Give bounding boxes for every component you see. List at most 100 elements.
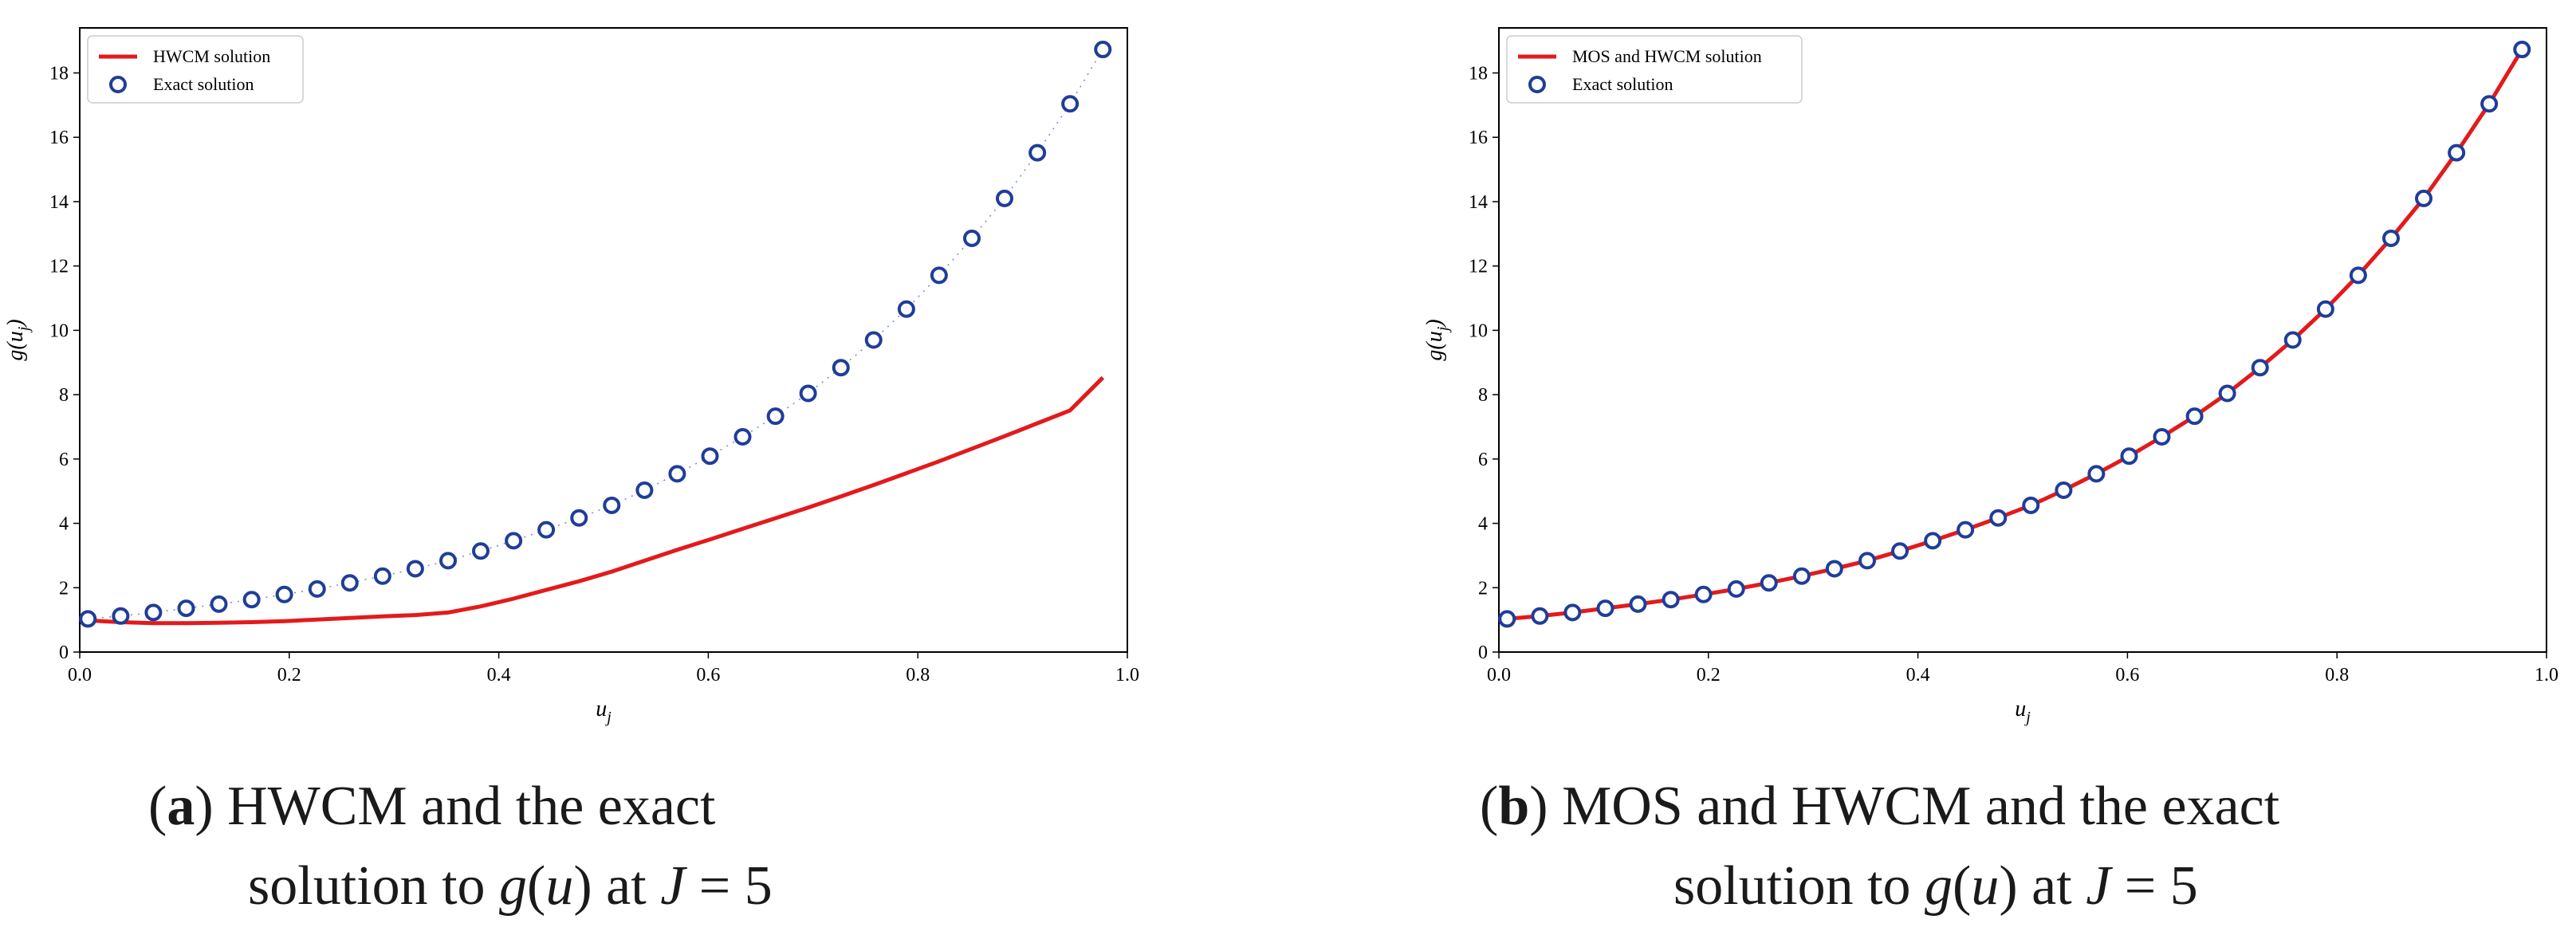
data-point (2055, 481, 2073, 499)
data-point (1531, 607, 1549, 625)
y-tick-label: 18 (49, 64, 69, 84)
data-point (1629, 595, 1647, 613)
series-1 (88, 375, 1105, 626)
series-2 (79, 41, 1112, 628)
caption-b: (b) MOS and HWCM and the exact solution … (1480, 776, 2280, 917)
caption-a-at: at (592, 855, 661, 917)
data-point (2251, 359, 2269, 377)
data-point (2218, 384, 2236, 403)
x-tick-label: 0.0 (68, 665, 92, 686)
data-point (799, 384, 817, 403)
legend-box (87, 35, 304, 104)
y-tick-label: 8 (59, 385, 69, 406)
x-tick-label: 0.4 (1906, 665, 1930, 686)
x-tick-label: 0.6 (2115, 665, 2139, 686)
legend-box (1506, 35, 1803, 104)
series-1 (1506, 48, 2524, 621)
caption-a-eq: = 5 (685, 855, 773, 917)
data-point (537, 521, 556, 539)
chart-a: 0.0 0.2 0.4 0.6 0.8 1.0 0 2 4 6 8 10 12 14 16 18 uj g(uj)… (3, 27, 1139, 726)
x-tick-label: 0.6 (696, 665, 720, 686)
data-point (1727, 580, 1745, 598)
caption-a-paren-open: ( (527, 855, 546, 917)
data-point (897, 300, 915, 318)
data-point (2316, 300, 2334, 318)
data-point (995, 189, 1013, 207)
y-tick-label: 14 (49, 192, 69, 213)
data-point (242, 591, 261, 609)
caption-b-math-u: u (1971, 855, 2000, 917)
x-tick-label: 0.8 (906, 665, 930, 686)
data-point (505, 532, 523, 550)
caption-b-letter: b (1498, 776, 1530, 837)
caption-a-paren-close: ) (573, 855, 592, 917)
caption-b-paren-open: ( (1953, 855, 1972, 917)
data-point (2448, 143, 2466, 162)
caption-a-math-g: g (499, 855, 528, 917)
data-point (1596, 599, 1614, 618)
y-tick-label: 12 (49, 257, 69, 277)
legend-label: MOS and HWCM solution (1572, 46, 1762, 66)
data-point (2087, 465, 2106, 483)
data-point (2349, 266, 2367, 285)
x-axis-label: uj (596, 697, 612, 726)
legend-label: Exact solution (1572, 74, 1673, 94)
data-point (701, 447, 719, 466)
data-point (177, 599, 195, 618)
data-point (2185, 407, 2204, 426)
data-point (832, 359, 850, 377)
series-line (88, 375, 1105, 626)
caption-b-paren-close: ) (1999, 855, 2018, 917)
data-point (1498, 610, 1516, 628)
chart-b: 0.0 0.2 0.4 0.6 0.8 1.0 0 2 4 6 8 10 12 14 16 18 uj g(uj)… (1422, 27, 2558, 726)
caption-a-line1: HWCM and the exact (213, 776, 716, 837)
legend: HWCM solution Exact solution (87, 35, 304, 104)
data-point (2120, 447, 2138, 466)
y-tick-label: 16 (49, 128, 69, 148)
data-point (2414, 189, 2432, 207)
data-point (1957, 521, 1975, 539)
data-point (1924, 532, 1942, 550)
data-point (1792, 567, 1811, 585)
x-tick-label: 1.0 (1115, 665, 1139, 686)
y-tick-label: 8 (1478, 385, 1488, 406)
caption-a: (a) HWCM and the exact solution to g(u) … (148, 776, 773, 917)
series-dotted-line (88, 49, 1103, 620)
y-tick-label: 18 (1469, 64, 1488, 84)
data-point (766, 407, 785, 426)
x-tick-label: 0.8 (2325, 665, 2349, 686)
x-tick-label: 0.2 (1697, 665, 1721, 686)
series-2 (1498, 41, 2531, 628)
caption-a-letter: a (167, 776, 195, 837)
data-point (340, 574, 359, 592)
data-point (275, 585, 293, 603)
data-point (79, 610, 97, 628)
data-point (1858, 552, 1877, 570)
data-point (570, 509, 588, 527)
data-point (373, 567, 391, 585)
caption-a-math-J: J (660, 855, 686, 917)
data-point (1563, 603, 1582, 622)
x-tick-label: 0.2 (277, 665, 301, 686)
legend-label: HWCM solution (153, 46, 270, 66)
series-line (1506, 48, 2524, 621)
plot-frame (1498, 27, 2547, 653)
data-point (2513, 41, 2531, 59)
data-point (963, 229, 981, 247)
data-point (930, 266, 948, 285)
data-point (1694, 585, 1713, 603)
y-tick-label: 6 (1478, 450, 1488, 470)
y-tick-label: 4 (59, 514, 69, 535)
y-tick-label: 0 (1478, 642, 1488, 663)
data-point (308, 580, 326, 598)
data-point (210, 595, 228, 613)
y-axis-label: g(uj) (1422, 319, 1452, 360)
data-point (2283, 331, 2302, 349)
data-point (1989, 509, 2008, 527)
data-point (2382, 229, 2401, 247)
data-point (635, 481, 654, 499)
x-tick-label: 1.0 (2535, 665, 2558, 686)
plot-frame (79, 27, 1128, 653)
caption-b-math-g: g (1925, 855, 1953, 917)
